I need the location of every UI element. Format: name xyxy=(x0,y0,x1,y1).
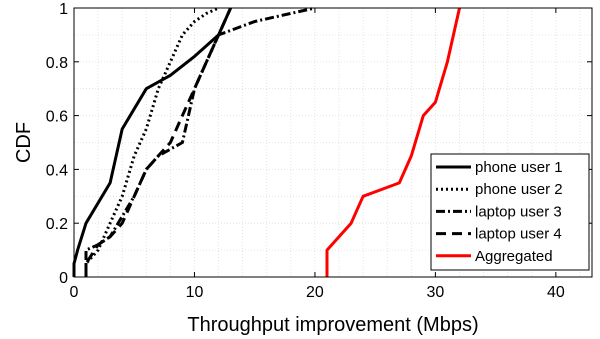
y-tick-label: 1 xyxy=(59,1,68,18)
y-tick-label: 0 xyxy=(59,270,68,287)
y-axis-label: CDF xyxy=(13,122,35,163)
y-tick-label: 0.6 xyxy=(46,109,68,126)
legend-label: phone user 1 xyxy=(475,159,563,176)
series-lines xyxy=(72,6,461,277)
legend-label: phone user 2 xyxy=(475,181,563,198)
legend: phone user 1 phone user 2 laptop user 3 lap… xyxy=(430,153,590,271)
x-tick-label: 0 xyxy=(70,284,79,301)
x-tick-label: 40 xyxy=(547,284,565,301)
grid xyxy=(74,8,592,277)
series-line-2 xyxy=(84,6,220,277)
series-line-1 xyxy=(72,7,232,277)
y-tick-label: 0.8 xyxy=(46,55,68,72)
x-axis-label: Throughput improvement (Mbps) xyxy=(187,314,478,336)
series-line-5 xyxy=(325,7,461,277)
tick-labels: 0 10 20 30 40 0 0.2 0.4 0.6 0.8 1 xyxy=(46,1,565,301)
axes-box xyxy=(73,7,593,278)
legend-label: laptop user 3 xyxy=(475,203,562,220)
legend-label: laptop user 4 xyxy=(475,226,562,243)
y-tick-label: 0.2 xyxy=(46,216,68,233)
x-tick-label: 10 xyxy=(186,284,204,301)
y-tick-label: 0.4 xyxy=(46,162,68,179)
x-tick-label: 30 xyxy=(426,284,444,301)
x-tick-label: 20 xyxy=(306,284,324,301)
series-line-4 xyxy=(84,7,232,277)
legend-label: Aggregated xyxy=(475,248,553,265)
